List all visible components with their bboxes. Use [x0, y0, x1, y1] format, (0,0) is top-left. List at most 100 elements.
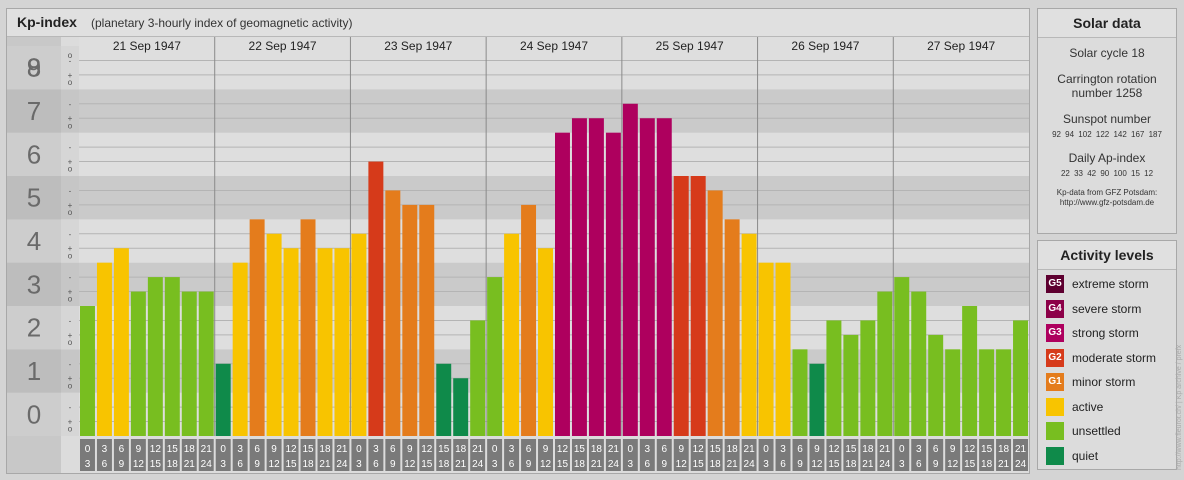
- kp-bar: [198, 291, 214, 436]
- interval-start: 12: [150, 444, 162, 455]
- minor-tick-label: o: [68, 381, 73, 390]
- interval-start: 15: [845, 444, 857, 455]
- y-tick-label: 9: [27, 53, 41, 83]
- interval-end: 12: [676, 459, 688, 470]
- interval-box: [164, 439, 180, 471]
- interval-start: 18: [591, 444, 603, 455]
- kp-bar: [368, 161, 384, 436]
- interval-box: [911, 439, 927, 471]
- interval-box: [707, 439, 723, 471]
- legend-swatch: G3: [1046, 324, 1064, 342]
- minor-band: [61, 132, 79, 176]
- interval-end: 6: [509, 459, 515, 470]
- interval-start: 15: [574, 444, 586, 455]
- kp-bar: [707, 190, 723, 436]
- minor-band: [61, 262, 79, 306]
- interval-box: [181, 439, 197, 471]
- interval-end: 3: [356, 459, 362, 470]
- interval-box: [792, 439, 808, 471]
- activity-levels-panel: Activity levels G5 extreme storm G4 severe …: [1037, 240, 1177, 470]
- day-label: 21 Sep 1947: [113, 39, 181, 53]
- interval-end: 6: [645, 459, 651, 470]
- y-tick-label: 2: [27, 313, 41, 343]
- interval-box: [928, 439, 944, 471]
- interval-start: 15: [438, 444, 450, 455]
- chart-subtitle: (planetary 3-hourly index of geomagnetic…: [91, 16, 353, 30]
- kp-band: [79, 132, 1029, 176]
- interval-end: 18: [438, 459, 450, 470]
- interval-box: [843, 439, 859, 471]
- legend-label: minor storm: [1072, 375, 1136, 389]
- interval-end: 6: [373, 459, 379, 470]
- interval-end: 21: [591, 459, 603, 470]
- carrington-line1: Carrington rotation: [1057, 72, 1157, 86]
- interval-end: 12: [404, 459, 416, 470]
- legend-swatch: [1046, 397, 1064, 416]
- minor-band: [61, 89, 79, 133]
- interval-end: 9: [119, 459, 125, 470]
- kp-bar: [605, 132, 621, 436]
- interval-box: [300, 439, 316, 471]
- interval-box: [521, 439, 537, 471]
- solar-data-title: Solar data: [1038, 9, 1176, 38]
- minor-tick-label: o: [68, 78, 73, 87]
- y-tick-label: 8: [27, 53, 41, 83]
- interval-start: 3: [916, 444, 922, 455]
- kp-bar: [147, 277, 163, 436]
- minor-tick-label: -: [69, 186, 72, 195]
- interval-box: [588, 439, 604, 471]
- kp-bar: [843, 334, 859, 436]
- interval-box: [351, 439, 367, 471]
- kp-bar: [487, 277, 503, 436]
- interval-end: 15: [285, 459, 297, 470]
- interval-start: 21: [608, 444, 620, 455]
- interval-end: 24: [201, 459, 213, 470]
- kp-bar: [181, 291, 197, 436]
- interval-box: [198, 439, 214, 471]
- y-band: [7, 392, 61, 436]
- legend-label: active: [1072, 399, 1104, 414]
- interval-end: 3: [85, 459, 91, 470]
- minor-tick-label: -: [69, 56, 72, 65]
- minor-band: [61, 349, 79, 393]
- kp-bar: [555, 132, 570, 436]
- legend-swatch: G4: [1046, 299, 1064, 318]
- interval-end: 3: [220, 459, 226, 470]
- interval-box: [656, 439, 672, 471]
- interval-start: 21: [879, 444, 891, 455]
- interval-box: [962, 439, 978, 471]
- interval-start: 6: [797, 444, 803, 455]
- kp-bar: [232, 262, 248, 436]
- interval-box: [690, 439, 706, 471]
- kp-bar: [453, 378, 469, 436]
- minor-tick-label: o: [68, 251, 73, 260]
- interval-start: 12: [828, 444, 840, 455]
- interval-start: 3: [780, 444, 786, 455]
- kp-bar: [690, 176, 706, 436]
- interval-end: 12: [133, 459, 145, 470]
- carrington-line2: number 1258: [1071, 86, 1143, 100]
- interval-end: 18: [710, 459, 722, 470]
- interval-start: 3: [237, 444, 243, 455]
- interval-start: 6: [390, 444, 396, 455]
- interval-start: 15: [710, 444, 722, 455]
- kp-bar: [996, 349, 1012, 436]
- interval-end: 9: [390, 459, 396, 470]
- day-label: 22 Sep 1947: [249, 39, 317, 53]
- interval-end: 21: [455, 459, 467, 470]
- interval-box: [96, 439, 112, 471]
- interval-start: 6: [526, 444, 532, 455]
- interval-box: [996, 439, 1012, 471]
- interval-box: [809, 439, 825, 471]
- interval-end: 21: [319, 459, 331, 470]
- interval-box: [232, 439, 248, 471]
- y-tick-label: 1: [27, 356, 41, 386]
- kp-bar: [673, 176, 689, 436]
- interval-start: 6: [933, 444, 939, 455]
- legend-label: extreme storm: [1072, 277, 1149, 291]
- kp-bar: [962, 306, 978, 436]
- credit-line2[interactable]: http://www.gfz-potsdam.de: [1059, 198, 1155, 207]
- interval-start: 18: [455, 444, 467, 455]
- interval-end: 21: [184, 459, 196, 470]
- interval-end: 12: [269, 459, 281, 470]
